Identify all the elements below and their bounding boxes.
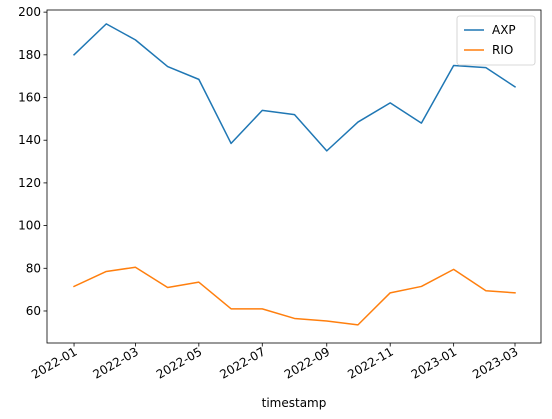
series-line-rio bbox=[73, 266, 516, 326]
x-tick-label: 2023-03 bbox=[470, 344, 520, 381]
x-tick-label: 2022-07 bbox=[217, 344, 267, 381]
legend-label-rio: RIO bbox=[492, 43, 513, 57]
x-tick-label: 2022-05 bbox=[154, 344, 204, 381]
x-tick-label: 2022-03 bbox=[90, 344, 140, 381]
x-axis-label: timestamp bbox=[262, 396, 327, 410]
y-axis: 60 80 100 120 140 160 180 200 bbox=[18, 5, 47, 318]
x-tick-label: 2022-01 bbox=[29, 344, 79, 381]
y-tick-label: 140 bbox=[18, 133, 41, 147]
x-tick-label: 2022-09 bbox=[282, 344, 332, 381]
series-layer bbox=[72, 23, 517, 326]
x-tick-label: 2022-11 bbox=[345, 344, 395, 381]
y-tick-label: 160 bbox=[18, 91, 41, 105]
legend: AXP RIO bbox=[456, 15, 536, 66]
y-tick-label: 80 bbox=[26, 261, 41, 275]
y-tick-label: 200 bbox=[18, 5, 41, 19]
y-tick-label: 120 bbox=[18, 176, 41, 190]
y-tick-label: 180 bbox=[18, 48, 41, 62]
plot-frame bbox=[46, 9, 542, 344]
y-tick-label: 60 bbox=[26, 304, 41, 318]
x-tick-label: 2023-01 bbox=[409, 344, 459, 381]
legend-box bbox=[456, 15, 536, 66]
y-tick-label: 100 bbox=[18, 219, 41, 233]
series-line-axp bbox=[72, 23, 517, 152]
legend-label-axp: AXP bbox=[492, 23, 516, 37]
x-axis: 2022-01 2022-03 2022-05 2022-07 2022-09 2022-… bbox=[29, 343, 521, 382]
